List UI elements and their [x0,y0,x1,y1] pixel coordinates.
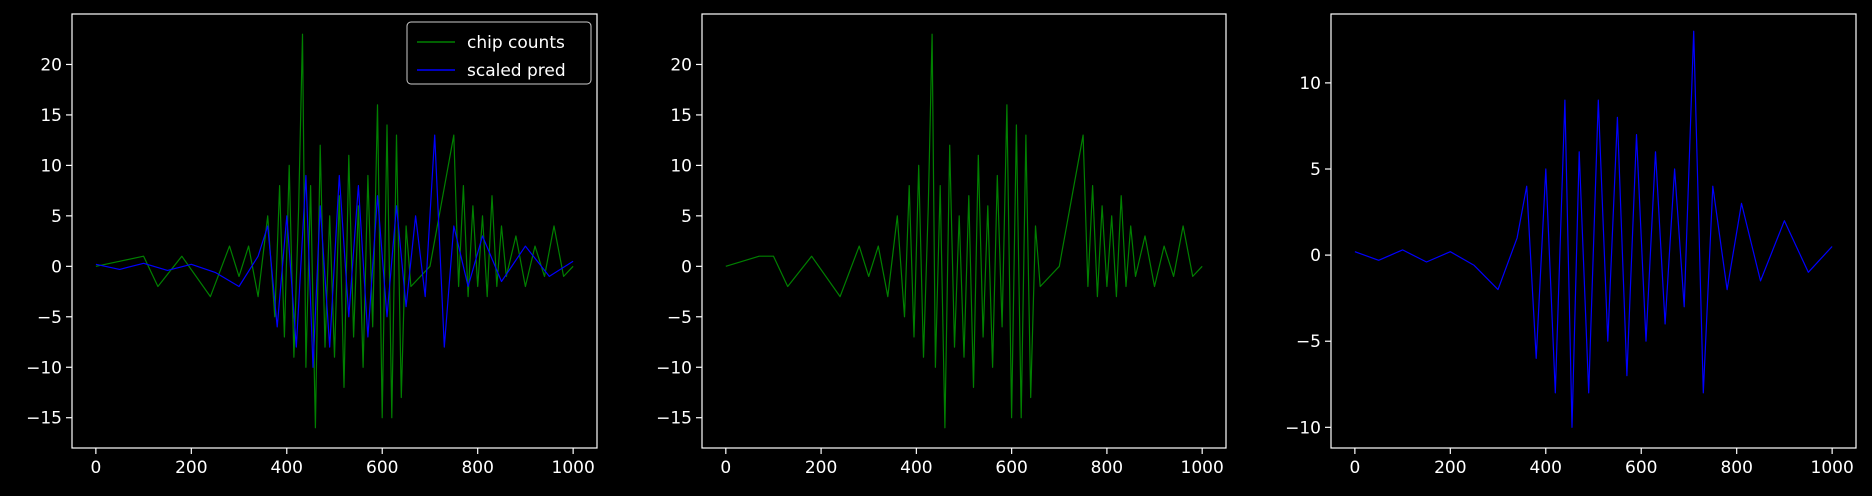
legend-label: chip counts [467,33,565,53]
plot-area [702,14,1226,448]
y-tick-label: −10 [1285,418,1321,438]
chart-3: 0 200 400 600 800 1000 −10 −5 0 5 10 [1285,13,1857,478]
y-tick-label: 0 [51,257,62,277]
y-tick-label: −5 [37,308,62,328]
axes-frame [1330,13,1857,449]
y-tick-label: 5 [1310,160,1321,180]
y-tick-label: 5 [51,207,62,227]
y-tick-label: 0 [1310,246,1321,266]
y-tick-label: 20 [670,55,692,75]
y-tick-label: 20 [40,55,62,75]
y-tick-label: −5 [667,308,692,328]
x-tick-label: 200 [175,458,207,478]
axes-frame [701,13,1227,449]
series-line-scaled-pred [95,134,574,368]
y-tick-label: 5 [681,207,692,227]
x-tick-label: 1000 [1181,458,1224,478]
x-tick-label: 800 [1091,458,1123,478]
y-tick-label: −15 [26,409,62,429]
x-tick-label: 200 [805,458,837,478]
x-tick-label: 600 [995,458,1027,478]
x-tick-label: 400 [271,458,303,478]
x-tick-label: 600 [366,458,398,478]
legend: chip counts scaled pred [406,21,592,85]
x-tick-label: 200 [1434,458,1466,478]
y-tick-label: 10 [670,156,692,176]
x-tick-label: 800 [1720,458,1752,478]
series-line-chip-counts [95,33,574,429]
series-line-series-1 [1354,30,1833,428]
y-tick-label: −10 [26,358,62,378]
series-line-series-1 [725,33,1203,429]
y-tick-label: 0 [681,257,692,277]
y-tick-label: 10 [1299,74,1321,94]
y-tick-label: 10 [40,156,62,176]
y-tick-label: 15 [670,106,692,126]
x-tick-label: 0 [720,458,731,478]
axes-frame [71,13,598,449]
chart-2: 0 200 400 600 800 1000 −15 −10 −5 0 5 10 15 20 [656,13,1227,478]
legend-box [406,21,592,85]
y-tick-label: −10 [656,358,692,378]
x-tick-label: 1000 [552,458,595,478]
x-tick-label: 0 [90,458,101,478]
legend-label: scaled pred [467,61,566,81]
plot-area [72,14,597,448]
x-tick-label: 1000 [1811,458,1854,478]
chart-1: 0 200 400 600 800 1000 −15 −10 −5 0 5 10 15 20 chip co… [26,13,598,478]
x-tick-label: 400 [1530,458,1562,478]
y-tick-label: −5 [1296,332,1321,352]
y-tick-label: −15 [656,409,692,429]
x-tick-label: 0 [1349,458,1360,478]
y-tick-label: 15 [40,106,62,126]
x-tick-label: 800 [461,458,493,478]
x-tick-label: 400 [900,458,932,478]
x-tick-label: 600 [1625,458,1657,478]
